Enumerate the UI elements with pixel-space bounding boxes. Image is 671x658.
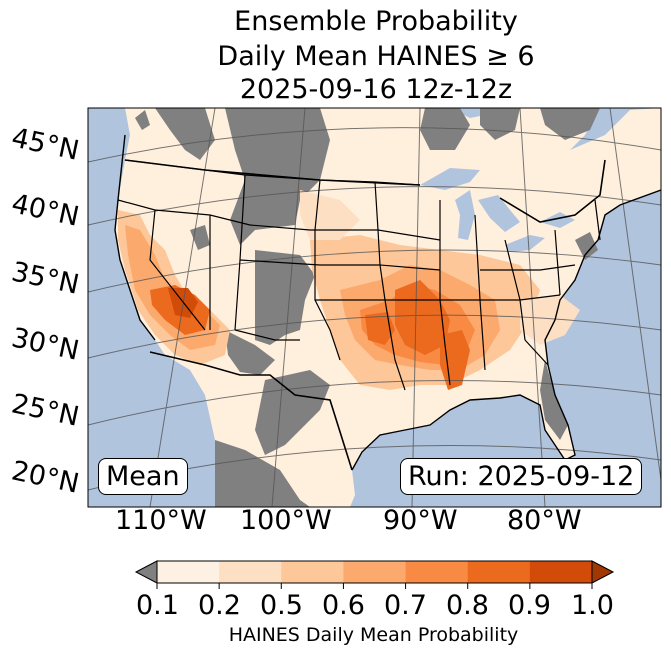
colorbar-cell-1: [219, 561, 282, 583]
run-label-box: Run: 2025-09-12: [400, 458, 643, 495]
colorbar-cell-5: [467, 561, 531, 583]
national-border: [124, 159, 606, 471]
colorbar-over-arrow: [591, 560, 615, 584]
colorbar-under-arrow: [134, 560, 158, 584]
cbar-tick-5: 0.8: [446, 590, 489, 621]
cbar-tick-1: 0.2: [198, 590, 241, 621]
coastline: [114, 134, 661, 471]
map-frame: [87, 107, 662, 508]
lon-label-90: 90°W: [383, 505, 458, 536]
cbar-tick-6: 0.9: [508, 590, 551, 621]
cbar-tick-0: 0.1: [136, 590, 179, 621]
colorbar-cell-6: [529, 561, 593, 583]
cbar-tick-3: 0.6: [322, 590, 365, 621]
great-lakes: [420, 168, 575, 252]
lon-label-80: 80°W: [507, 505, 582, 536]
colorbar-cell-3: [343, 561, 407, 583]
title-line-1: Ensemble Probability: [234, 6, 518, 37]
cbar-tick-4: 0.7: [384, 590, 427, 621]
colorbar-label: HAINES Daily Mean Probability: [228, 624, 519, 646]
colorbar-cell-0: [157, 561, 220, 583]
title-line-2: Daily Mean HAINES ≥ 6: [217, 41, 535, 72]
lon-label-100: 100°W: [240, 505, 332, 536]
colorbar-cell-2: [281, 561, 344, 583]
lon-label-110: 110°W: [115, 505, 207, 536]
cbar-tick-2: 0.5: [260, 590, 303, 621]
graticule: [88, 108, 661, 507]
title-line-3: 2025-09-16 12z-12z: [239, 74, 513, 105]
cbar-tick-7: 1.0: [571, 590, 614, 621]
colorbar-frame: [156, 560, 593, 584]
colorbar-cell-4: [405, 561, 469, 583]
mean-label-box: Mean: [98, 458, 188, 495]
